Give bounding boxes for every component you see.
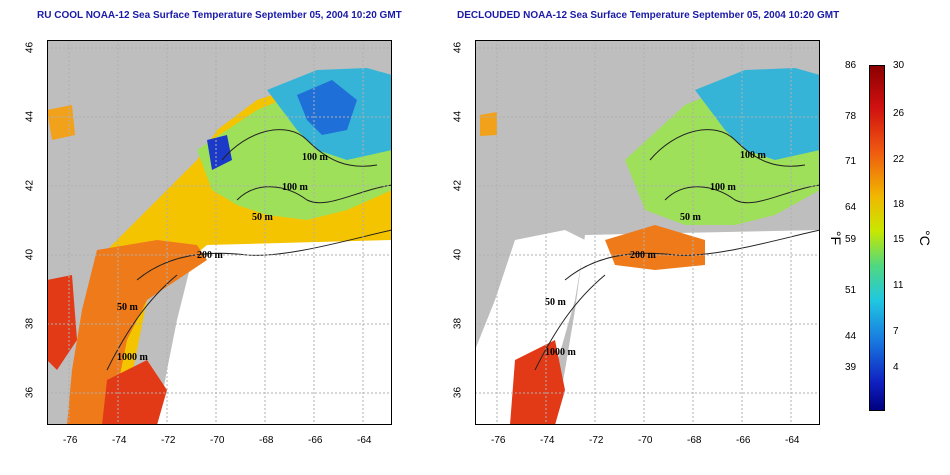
- no-data-area-2: [475, 230, 585, 425]
- c-tick: 18: [893, 199, 905, 210]
- f-tick: 78: [845, 111, 857, 122]
- lat-tick: 42: [24, 179, 36, 192]
- graticule: [47, 40, 392, 425]
- c-tick: 4: [893, 362, 899, 373]
- contour-100m: [649, 129, 806, 167]
- c-tick: 22: [893, 154, 905, 165]
- sst-cold-patch-2: [207, 135, 232, 170]
- lon-tick: -68: [687, 435, 702, 446]
- lon-tick: -64: [785, 435, 800, 446]
- lat-tick: 38: [24, 317, 36, 330]
- c-tick: 30: [893, 60, 905, 71]
- lon-tick: -68: [259, 435, 274, 446]
- contour-100m: [221, 129, 378, 167]
- contour-label: 50 m: [680, 212, 702, 223]
- c-tick: 11: [893, 280, 904, 291]
- c-tick: 26: [893, 108, 905, 119]
- lat-tick: 40: [24, 248, 36, 261]
- lat-tick: 44: [452, 110, 464, 123]
- c-tick: 15: [893, 234, 905, 245]
- f-tick: 59: [845, 234, 857, 245]
- lat-tick: 44: [24, 110, 36, 123]
- map-frame: [47, 40, 392, 425]
- map-frame: [475, 40, 820, 425]
- contour-label: 100 m: [740, 150, 767, 161]
- contour-50m: [664, 184, 820, 204]
- f-tick: 64: [845, 202, 857, 213]
- right-map-title: DECLOUDED NOAA-12 Sea Surface Temperatur…: [457, 10, 840, 21]
- lat-tick: 38: [452, 317, 464, 330]
- sst-inland-patch: [47, 105, 75, 140]
- contour-shelf: [106, 274, 178, 371]
- contour-shelf: [534, 274, 606, 371]
- c-tick: 7: [893, 326, 899, 337]
- lon-tick: -66: [308, 435, 323, 446]
- lon-tick: -72: [161, 435, 176, 446]
- sst-inland-patch: [480, 112, 497, 136]
- sst-hottest-patch: [510, 340, 565, 425]
- f-tick: 71: [845, 156, 857, 167]
- lon-tick: -64: [357, 435, 372, 446]
- contour-label: 200 m: [630, 250, 657, 261]
- lat-tick: 40: [452, 248, 464, 261]
- lat-tick: 36: [452, 386, 464, 399]
- temperature-colorbar: [869, 65, 885, 411]
- fahrenheit-unit-label: °F: [828, 230, 845, 246]
- celsius-unit-label: °C: [916, 230, 933, 246]
- lon-tick: -76: [491, 435, 506, 446]
- declouded-sst-map: 100 m 100 m 50 m 200 m 50 m 1000 m: [475, 40, 820, 425]
- contour-label: 50 m: [545, 297, 567, 308]
- lon-tick: -70: [210, 435, 225, 446]
- no-data-area: [157, 240, 392, 425]
- lon-tick: -72: [589, 435, 604, 446]
- no-data-area: [555, 230, 820, 425]
- sst-bay-patch: [47, 275, 77, 370]
- lat-tick: 36: [24, 386, 36, 399]
- contour-label: 100 m: [282, 182, 309, 193]
- sst-hot-band: [67, 240, 207, 425]
- left-map-title: RU COOL NOAA-12 Sea Surface Temperature …: [37, 10, 402, 21]
- contour-label: 1000 m: [117, 352, 149, 363]
- sst-cold-patch: [297, 80, 357, 135]
- f-tick: 39: [845, 362, 857, 373]
- f-tick: 51: [845, 285, 857, 296]
- contour-label: 50 m: [117, 302, 139, 313]
- contour-label: 50 m: [252, 212, 274, 223]
- lat-tick: 46: [24, 41, 36, 54]
- lon-tick: -74: [112, 435, 127, 446]
- sst-hot-band: [605, 225, 705, 270]
- lat-tick: 46: [452, 41, 464, 54]
- lon-tick: -74: [540, 435, 555, 446]
- raw-sst-map: 100 m 100 m 50 m 200 m 50 m 1000 m: [47, 40, 392, 425]
- lon-tick: -66: [736, 435, 751, 446]
- contour-label: 1000 m: [545, 347, 577, 358]
- lon-tick: -70: [638, 435, 653, 446]
- contour-label: 100 m: [710, 182, 737, 193]
- sst-cool-band: [695, 68, 820, 160]
- contour-label: 100 m: [302, 152, 329, 163]
- graticule: [475, 40, 820, 425]
- f-tick: 86: [845, 60, 857, 71]
- lat-tick: 42: [452, 179, 464, 192]
- lon-tick: -76: [63, 435, 78, 446]
- contour-label: 200 m: [197, 250, 224, 261]
- contour-50m: [236, 184, 392, 204]
- f-tick: 44: [845, 331, 857, 342]
